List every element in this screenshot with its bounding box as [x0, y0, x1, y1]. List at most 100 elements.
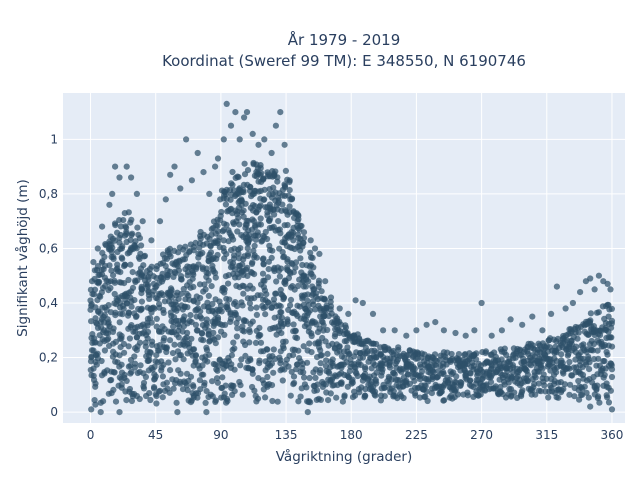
data-point	[595, 309, 602, 316]
data-point	[233, 333, 240, 340]
data-point	[206, 190, 213, 197]
data-point	[380, 327, 387, 334]
data-point	[587, 347, 595, 354]
data-point	[93, 361, 100, 368]
data-point	[188, 335, 195, 342]
data-point	[286, 203, 293, 210]
data-point	[583, 389, 590, 396]
data-point	[310, 301, 317, 308]
data-point	[274, 398, 281, 405]
data-point	[91, 267, 98, 274]
data-point	[210, 268, 217, 275]
data-point	[462, 332, 469, 339]
data-point	[128, 368, 135, 376]
data-point	[440, 382, 447, 389]
data-point	[222, 201, 229, 208]
data-point	[263, 346, 270, 353]
data-point	[605, 384, 612, 391]
data-point	[146, 349, 154, 356]
data-point	[293, 335, 301, 342]
x-tick-label: 270	[470, 428, 493, 442]
data-point	[92, 304, 99, 311]
data-point	[219, 374, 226, 381]
data-point	[139, 218, 146, 225]
data-point	[269, 397, 276, 405]
data-point	[317, 360, 324, 367]
data-point	[282, 338, 289, 345]
data-point	[159, 373, 166, 380]
data-point	[298, 222, 305, 230]
data-point	[144, 281, 151, 288]
data-point	[234, 303, 241, 310]
data-point	[221, 331, 228, 338]
data-point	[608, 305, 616, 312]
data-point	[278, 265, 285, 272]
data-point	[166, 289, 173, 296]
data-point	[190, 346, 197, 353]
data-point	[215, 334, 222, 341]
data-point	[87, 306, 94, 313]
data-point	[199, 362, 206, 369]
data-point	[92, 383, 99, 390]
data-point	[316, 340, 323, 347]
data-point	[260, 261, 267, 268]
data-point	[458, 379, 465, 386]
data-point	[368, 340, 375, 347]
data-point	[229, 181, 236, 188]
data-point	[304, 359, 311, 366]
data-point	[166, 389, 173, 396]
data-point	[263, 291, 270, 298]
data-point	[209, 262, 216, 269]
data-point	[188, 177, 195, 184]
data-point	[314, 381, 321, 388]
data-point	[159, 394, 166, 401]
data-point	[338, 379, 345, 386]
data-point	[286, 187, 293, 194]
data-point	[608, 373, 616, 381]
data-point	[250, 202, 257, 209]
data-point	[431, 351, 439, 358]
data-point	[116, 319, 123, 326]
data-point	[297, 255, 304, 262]
data-point	[608, 406, 616, 413]
data-point	[215, 228, 222, 235]
data-point	[284, 318, 291, 325]
data-point	[262, 394, 269, 401]
data-point	[295, 347, 302, 354]
data-point	[278, 314, 285, 321]
data-point	[327, 390, 334, 397]
data-point	[300, 369, 307, 376]
data-point	[88, 406, 95, 413]
data-point	[240, 290, 247, 297]
data-point	[197, 294, 204, 302]
data-point	[160, 361, 167, 368]
data-point	[133, 245, 140, 252]
data-point	[122, 261, 129, 268]
data-point	[221, 286, 228, 293]
data-point	[400, 394, 407, 402]
data-point	[90, 259, 97, 266]
data-point	[224, 301, 231, 308]
data-point	[260, 255, 267, 262]
data-point	[268, 149, 275, 157]
data-point	[236, 136, 243, 143]
data-point	[440, 327, 447, 334]
data-point	[213, 375, 221, 382]
data-point	[293, 366, 300, 373]
data-point	[221, 220, 228, 227]
data-point	[91, 376, 98, 384]
data-point	[471, 327, 478, 334]
data-point	[411, 365, 418, 372]
data-point	[345, 310, 352, 317]
data-point	[212, 163, 219, 170]
data-point	[223, 100, 230, 107]
data-point	[249, 318, 256, 325]
y-tick-label: 0,2	[39, 351, 58, 365]
data-point	[488, 372, 495, 379]
data-point	[241, 160, 248, 167]
data-point	[201, 281, 208, 288]
data-point	[266, 217, 273, 225]
data-point	[131, 297, 138, 304]
data-point	[596, 399, 603, 406]
data-point	[127, 261, 134, 268]
